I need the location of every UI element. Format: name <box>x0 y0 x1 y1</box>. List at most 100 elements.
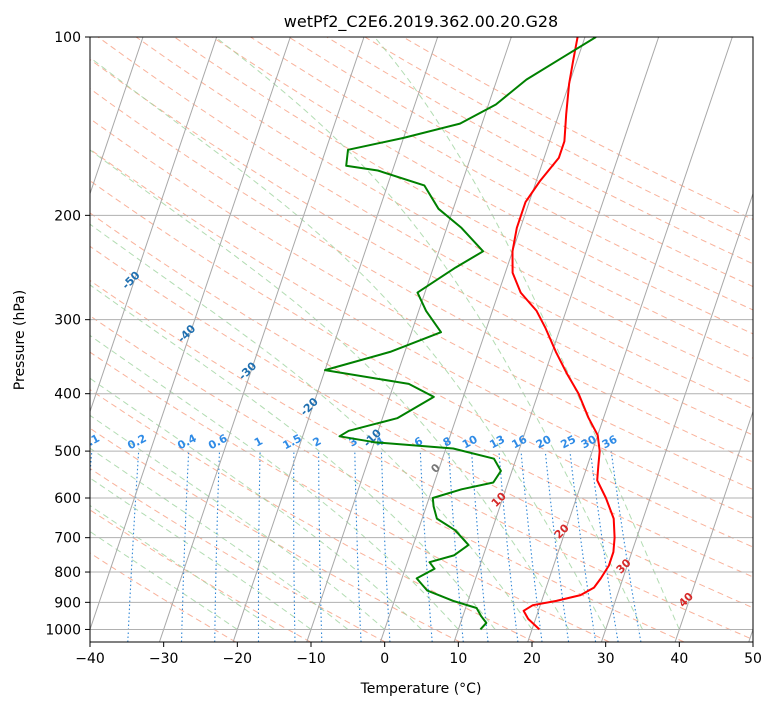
mixing-ratio-line <box>610 451 642 642</box>
isotherm-line <box>0 37 69 642</box>
x-tick-label: −20 <box>223 651 253 667</box>
isotherm-line <box>306 37 512 642</box>
isotherm-line <box>232 37 439 642</box>
mixing-ratio-label: 16 <box>510 433 530 452</box>
moist-adiabat-line <box>90 284 496 630</box>
x-tick-label: 40 <box>670 651 688 667</box>
mixing-ratio-line <box>498 451 519 642</box>
y-tick-label: 100 <box>54 30 81 46</box>
dry-adiabat-line <box>135 37 753 384</box>
mixing-ratio-line <box>471 451 489 642</box>
isotherm-label: -70 <box>4 174 27 197</box>
moist-adiabat-line <box>90 504 275 630</box>
mixing-ratio-line <box>544 451 570 642</box>
mixing-ratio-label: 1 <box>252 434 265 449</box>
dry-adiabat-line <box>90 212 753 578</box>
mixing-ratio-line <box>180 451 190 642</box>
moist-adiabat-line <box>90 334 459 630</box>
mixing-ratio-line <box>448 451 464 642</box>
isotherm-label: -60 <box>60 226 83 249</box>
dry-adiabat-line <box>90 180 753 548</box>
mixing-ratio-label: 0.2 <box>125 432 148 453</box>
plot-frame <box>89 36 754 643</box>
isotherm-line <box>379 37 586 642</box>
moist-adiabat-line <box>90 377 422 630</box>
moist-adiabat-line <box>90 447 349 630</box>
x-axis: −40 −30 −20 −10 0 10 20 30 40 50 <box>75 642 762 667</box>
moist-adiabat-line <box>90 414 386 630</box>
moist-adiabat-line <box>90 223 533 630</box>
mixing-ratio-label: 20 <box>534 433 554 452</box>
dry-adiabat-line <box>90 552 237 642</box>
series-group <box>324 37 616 631</box>
dry-adiabat-line <box>90 245 753 609</box>
y-tick-label: 800 <box>54 565 81 581</box>
y-axis-label: Pressure (hPa) <box>12 290 28 390</box>
temperature-line <box>511 37 616 631</box>
isotherm-label: -50 <box>119 269 142 292</box>
mixing-ratio-label: 1.5 <box>281 432 304 453</box>
dry-adiabat-line <box>90 351 610 642</box>
dewpoint-line <box>324 37 597 631</box>
isotherm-label: 30 <box>614 556 634 576</box>
mixing-ratio-line <box>214 451 221 642</box>
mixing-ratio-label: 2 <box>311 434 324 449</box>
mixing-ratio-label: 6 <box>412 434 425 449</box>
isotherm-line <box>158 37 365 642</box>
dry-adiabat-line <box>90 389 535 642</box>
dry-adiabat-line <box>288 37 753 288</box>
mixing-ratio-label: 0.1 <box>79 432 102 453</box>
y-tick-label: 900 <box>54 595 81 611</box>
dry-adiabat-line <box>250 37 753 311</box>
moist-adiabat-line <box>215 37 643 630</box>
isotherm-line <box>90 37 144 196</box>
mixing-ratio-label: 25 <box>558 433 578 452</box>
dry-adiabat-line <box>90 58 753 436</box>
y-tick-label: 300 <box>54 313 81 329</box>
y-tick-label: 500 <box>54 444 81 460</box>
y-tick-label: 700 <box>54 531 81 547</box>
moist-adiabat-line <box>374 37 680 630</box>
mixing-ratio-line <box>419 451 433 642</box>
dry-adiabat-line <box>90 88 753 463</box>
mixing-ratio-line <box>127 451 140 642</box>
y-tick-label: 600 <box>54 491 81 507</box>
mixing-ratio-label: 0.6 <box>206 432 230 453</box>
x-tick-label: −10 <box>296 651 326 667</box>
mixing-ratio-label: 3 <box>347 434 360 449</box>
isotherm-label: -20 <box>298 395 321 418</box>
gridlines <box>90 37 753 630</box>
dry-adiabat-line <box>97 37 753 410</box>
mixing-ratio-line <box>318 451 323 642</box>
dry-adiabat-line <box>90 467 386 642</box>
dry-adiabat-line <box>90 509 311 642</box>
isotherm-line <box>527 37 733 642</box>
x-tick-label: 10 <box>449 651 467 667</box>
isotherm-label: 10 <box>489 490 509 510</box>
dry-adiabat-line <box>212 37 753 335</box>
dry-adiabat-line <box>90 427 461 642</box>
mixing-ratio-line <box>520 451 543 642</box>
isotherm-label: -30 <box>236 359 259 382</box>
mixing-ratio-line <box>380 451 391 642</box>
x-tick-label: 50 <box>744 651 762 667</box>
dry-adiabat-line <box>174 37 753 359</box>
mixing-ratio-line <box>354 451 362 642</box>
isotherm-line <box>90 37 291 632</box>
isotherm-line <box>453 37 660 642</box>
mixing-ratio-line <box>569 451 597 642</box>
dry-adiabat-line <box>90 148 753 519</box>
isotherm-line <box>90 37 218 414</box>
dry-adiabat-line <box>90 118 753 491</box>
dry-adiabat-line <box>90 315 685 642</box>
isotherm-label: -40 <box>175 322 198 345</box>
mixing-ratio-label: 36 <box>600 433 620 452</box>
y-axis: 1000 900 800 700 600 500 400 300 200 100 <box>45 30 90 638</box>
mixing-ratio-line <box>589 451 619 642</box>
moist-adiabat-line <box>90 149 570 630</box>
mixing-ratio-label: 30 <box>579 433 599 452</box>
background-lines <box>0 37 753 642</box>
dry-adiabat-line <box>364 37 753 243</box>
mixing-ratio-label: 0.4 <box>175 432 199 453</box>
